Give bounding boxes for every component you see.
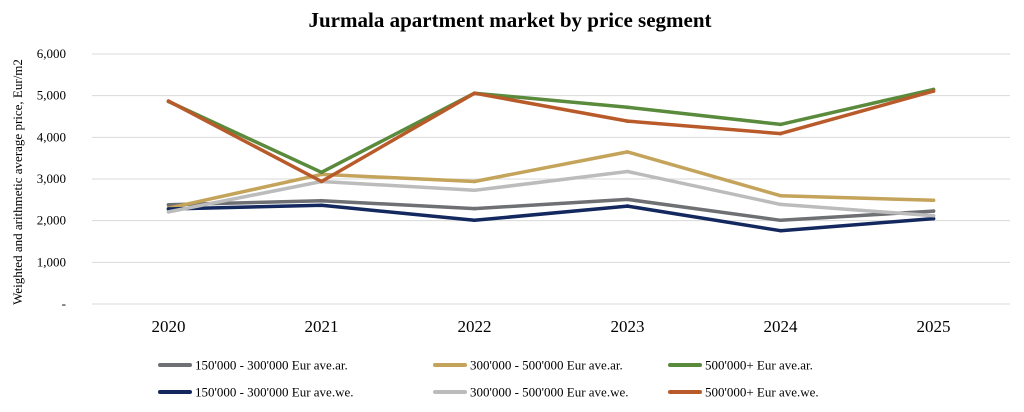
x-axis-ticks: 2020 2021 2022 2023 2024 2025 xyxy=(152,317,951,336)
data-point xyxy=(625,105,630,110)
data-point xyxy=(319,179,324,184)
data-point xyxy=(625,150,630,154)
data-point xyxy=(625,197,630,202)
series-line-5 xyxy=(166,169,936,218)
legend-label: 150'000 - 300'000 Eur ave.we. xyxy=(195,385,353,400)
data-point xyxy=(931,216,936,221)
series-lines xyxy=(166,87,936,233)
data-point xyxy=(166,99,171,103)
data-point xyxy=(931,198,936,203)
data-point xyxy=(166,207,171,211)
data-point xyxy=(778,131,783,136)
data-point xyxy=(778,193,783,198)
data-point xyxy=(472,206,477,211)
y-axis-ticks: - 1,000 2,000 3,000 4,000 5,000 6,000 xyxy=(37,46,66,311)
data-point xyxy=(625,119,630,123)
x-tick-label: 2025 xyxy=(917,317,951,336)
data-point xyxy=(472,218,477,223)
data-point xyxy=(319,170,324,175)
y-tick-label: - xyxy=(62,296,66,311)
y-tick-label: 2,000 xyxy=(37,213,66,228)
legend-label: 500'000+ Eur ave.ar. xyxy=(705,358,813,373)
series-line-6 xyxy=(166,89,936,184)
legend-label: 150'000 - 300'000 Eur ave.ar. xyxy=(195,358,348,373)
data-point xyxy=(166,203,171,207)
grid-lines xyxy=(92,53,1010,305)
legend-label: 500'000+ Eur ave.we. xyxy=(705,385,819,400)
data-point xyxy=(778,202,783,207)
legend-label: 300'000 - 500'000 Eur ave.we. xyxy=(470,385,628,400)
y-axis-label: Weighted and arithmetic average price, E… xyxy=(10,59,25,305)
data-point xyxy=(319,203,324,208)
series-line-1 xyxy=(166,197,936,223)
y-tick-label: 4,000 xyxy=(37,129,66,144)
legend-label: 300'000 - 500'000 Eur ave.ar. xyxy=(470,358,623,373)
series-line-2 xyxy=(166,150,936,210)
data-point xyxy=(778,122,783,127)
series-line-3 xyxy=(166,87,936,175)
data-point xyxy=(931,213,936,218)
data-point xyxy=(166,210,171,214)
data-point xyxy=(931,209,936,213)
data-point xyxy=(472,188,477,193)
data-point xyxy=(625,204,630,208)
x-tick-label: 2023 xyxy=(611,317,645,336)
y-tick-label: 5,000 xyxy=(37,88,66,103)
data-point xyxy=(625,169,630,174)
legend: 150'000 - 300'000 Eur ave.ar. 300'000 - 5… xyxy=(158,358,819,400)
data-point xyxy=(778,218,783,223)
y-tick-label: 3,000 xyxy=(37,171,66,186)
data-point xyxy=(472,91,477,95)
x-tick-label: 2021 xyxy=(305,317,339,336)
data-point xyxy=(778,228,783,233)
x-tick-label: 2020 xyxy=(152,317,186,336)
data-point xyxy=(319,198,324,203)
data-point xyxy=(931,89,936,93)
x-tick-label: 2022 xyxy=(458,317,492,336)
series-line-4 xyxy=(166,203,936,233)
chart-title: Jurmala apartment market by price segmen… xyxy=(309,8,712,32)
y-tick-label: 1,000 xyxy=(37,254,66,269)
x-tick-label: 2024 xyxy=(764,317,799,336)
y-tick-label: 6,000 xyxy=(37,46,66,61)
data-point xyxy=(472,179,477,184)
